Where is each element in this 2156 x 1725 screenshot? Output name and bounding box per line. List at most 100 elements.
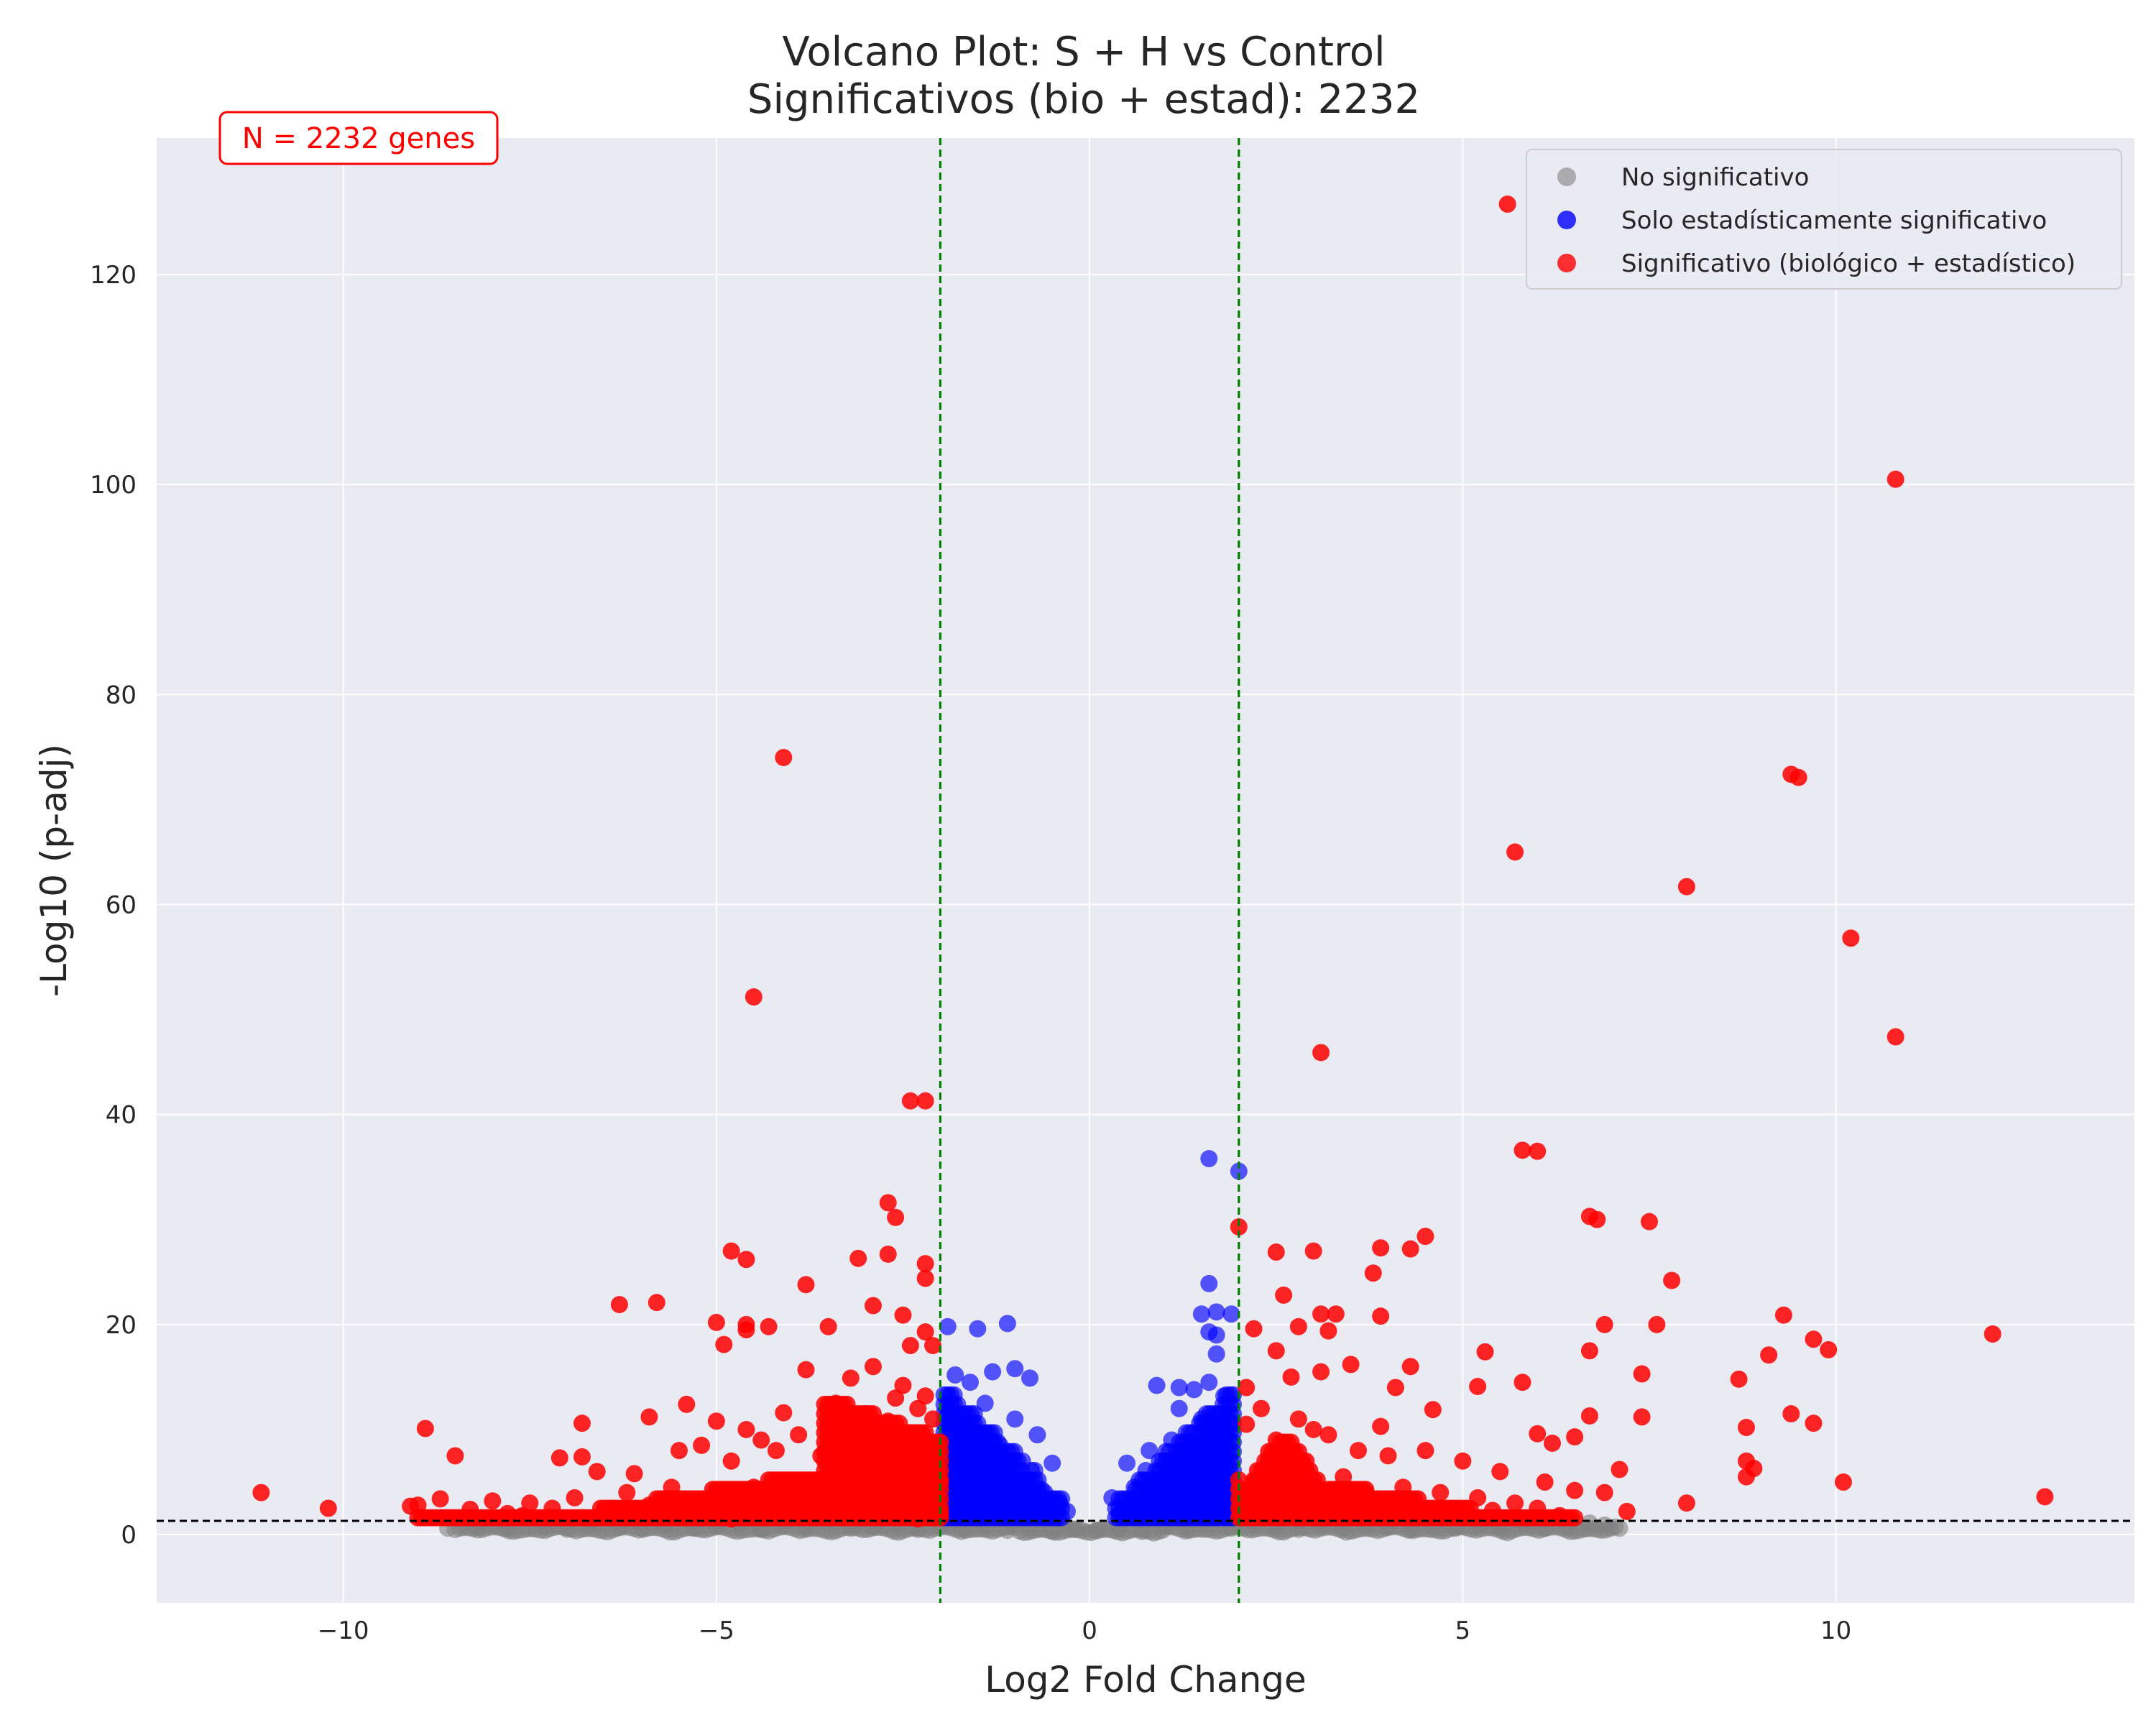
point-stat	[1006, 1360, 1024, 1378]
series-solo-estadisticamente	[935, 1150, 1248, 1527]
point-sig	[693, 1436, 711, 1454]
point-sig	[1774, 1306, 1792, 1324]
point-sig	[252, 1484, 270, 1501]
x-axis-ticks: −10 −5 0 5 10	[318, 1616, 1851, 1645]
point-sig	[1498, 196, 1516, 213]
point-sig	[1514, 1374, 1531, 1392]
point-sig	[1483, 1501, 1501, 1519]
point-sig	[1386, 1379, 1404, 1397]
point-sig	[1238, 1379, 1256, 1397]
point-sig	[685, 1499, 703, 1517]
point-sig	[1267, 1243, 1285, 1261]
point-sig	[924, 1337, 942, 1355]
point-sig	[872, 1508, 890, 1526]
point-sig	[1842, 929, 1860, 947]
point-stat	[1207, 1303, 1225, 1321]
legend-label: No significativo	[1621, 163, 1809, 192]
plot-area	[157, 138, 2134, 1603]
point-sig	[864, 1358, 882, 1376]
chart-subtitle: Significativos (bio + estad): 2232	[747, 76, 1420, 123]
point-sig	[1238, 1504, 1256, 1522]
point-sig	[640, 1408, 658, 1426]
point-sig	[1245, 1320, 1263, 1338]
point-sig	[722, 1510, 740, 1528]
point-sig	[610, 1296, 628, 1314]
point-sig	[446, 1447, 464, 1465]
point-sig	[1252, 1399, 1270, 1417]
point-stat	[1044, 1454, 1061, 1472]
point-sig	[916, 1255, 934, 1273]
point-sig	[819, 1317, 837, 1335]
point-sig	[1304, 1420, 1322, 1438]
point-stat	[1215, 1387, 1233, 1405]
point-sig	[745, 988, 763, 1006]
annotation-text: N = 2232 genes	[242, 122, 475, 155]
point-stat	[1185, 1381, 1203, 1399]
point-sig	[588, 1463, 606, 1481]
x-tick-label: 0	[1082, 1616, 1097, 1645]
point-sig	[1312, 1305, 1330, 1323]
point-sig	[678, 1395, 696, 1413]
point-sig	[484, 1492, 502, 1510]
point-stat	[1103, 1489, 1121, 1506]
point-sig	[1289, 1317, 1307, 1335]
point-sig	[1416, 1228, 1434, 1246]
point-stat	[1163, 1431, 1181, 1449]
point-sig	[879, 1194, 897, 1212]
point-sig	[916, 1269, 934, 1287]
point-stat	[976, 1394, 994, 1412]
point-sig	[1984, 1325, 2001, 1343]
legend-marker	[1557, 211, 1576, 229]
point-sig	[1424, 1401, 1442, 1419]
point-sig	[834, 1458, 852, 1476]
point-sig	[916, 1494, 934, 1512]
point-sig	[416, 1420, 434, 1438]
point-sig	[842, 1489, 860, 1506]
point-sig	[1238, 1415, 1256, 1433]
point-sig	[707, 1484, 725, 1501]
point-sig	[1543, 1434, 1561, 1452]
point-sig	[1319, 1322, 1337, 1340]
x-tick-label: 10	[1820, 1616, 1851, 1645]
point-sig	[1289, 1410, 1307, 1428]
point-sig	[1469, 1378, 1487, 1396]
point-sig	[752, 1431, 770, 1449]
legend-marker	[1557, 167, 1576, 186]
point-sig	[1834, 1473, 1852, 1491]
point-sig	[1312, 1363, 1330, 1381]
point-sig	[894, 1376, 912, 1394]
point-stat	[976, 1468, 994, 1486]
point-sig	[901, 1092, 919, 1110]
point-stat	[1200, 1274, 1218, 1292]
legend: No significativo Solo estadísticamente si…	[1526, 149, 2122, 290]
point-sig	[1327, 1305, 1345, 1323]
point-stat	[1118, 1454, 1136, 1472]
point-sig	[1536, 1473, 1554, 1491]
point-sig	[916, 1387, 934, 1405]
point-sig	[1640, 1213, 1658, 1230]
y-tick-label: 20	[106, 1311, 137, 1340]
point-sig	[1618, 1502, 1636, 1520]
point-stat	[1125, 1478, 1143, 1496]
point-stat	[1178, 1463, 1196, 1481]
point-sig	[1379, 1447, 1397, 1465]
point-stat	[1185, 1436, 1203, 1454]
point-sig	[909, 1510, 927, 1528]
point-sig	[431, 1490, 449, 1508]
point-sig	[760, 1509, 778, 1527]
point-stat	[1148, 1376, 1166, 1394]
point-stat	[969, 1320, 987, 1338]
point-stat	[1110, 1504, 1128, 1522]
point-stat	[1148, 1499, 1166, 1517]
point-sig	[1364, 1264, 1382, 1282]
point-sig	[842, 1369, 860, 1387]
point-sig	[1446, 1504, 1464, 1522]
point-stat	[1028, 1426, 1046, 1444]
point-stat	[961, 1374, 979, 1392]
point-sig	[402, 1497, 420, 1515]
point-sig	[1633, 1365, 1651, 1383]
point-sig	[663, 1478, 681, 1496]
x-tick-label: 5	[1455, 1616, 1471, 1645]
legend-label: Significativo (biológico + estadístico)	[1621, 249, 2076, 278]
